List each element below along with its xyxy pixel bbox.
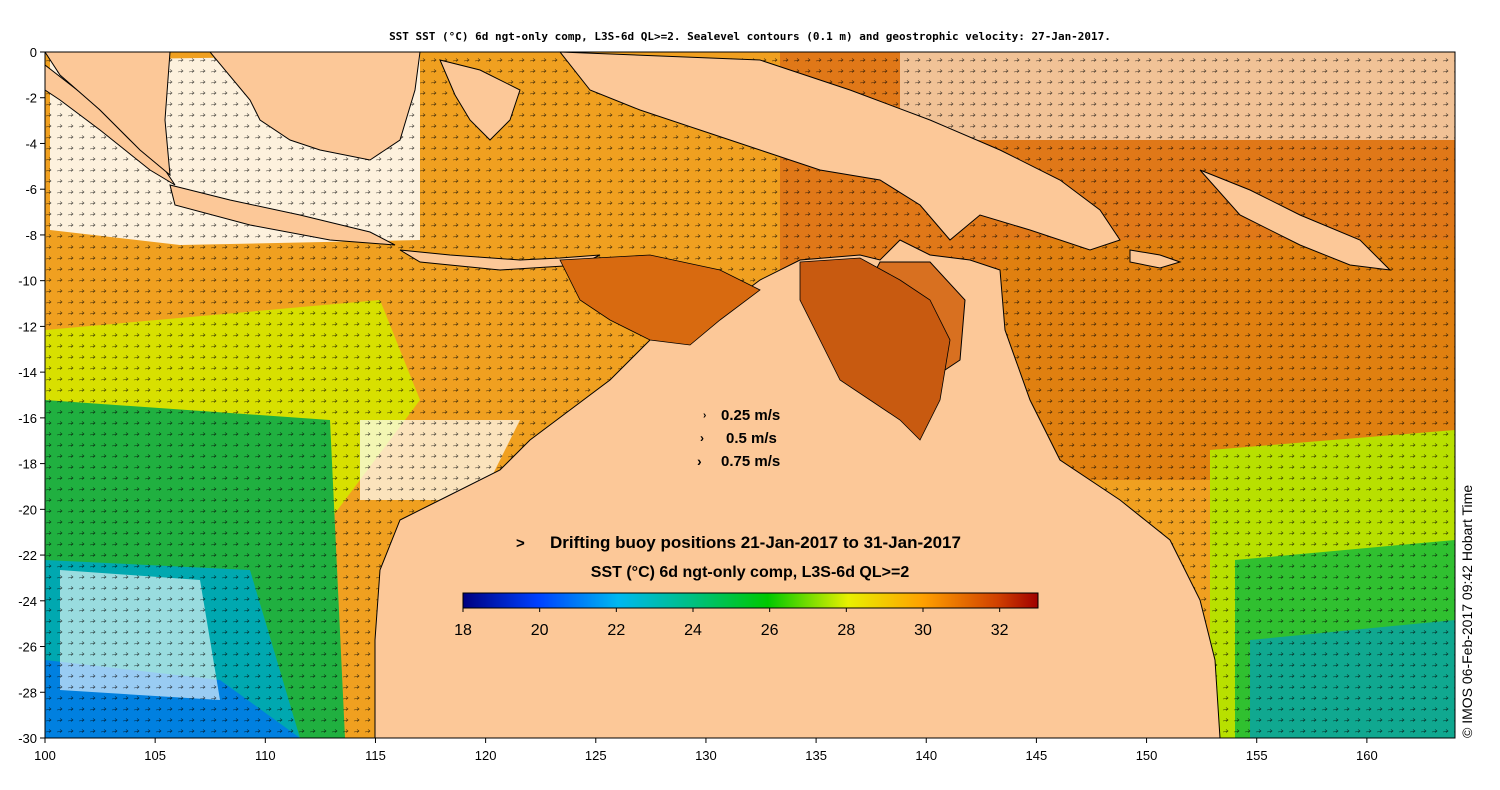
- lat-tick-label: -10: [18, 274, 37, 289]
- colorbar-tick-label: 22: [607, 622, 625, 639]
- map-frame: [44, 51, 1456, 739]
- velocity-arrow-3: ›: [697, 453, 702, 469]
- lat-tick-label: -20: [18, 502, 37, 517]
- lat-tick-label: -14: [18, 365, 37, 380]
- credit-text: © IMOS 06-Feb-2017 09:42 Hobart Time: [1459, 484, 1475, 738]
- lat-tick-label: -18: [18, 457, 37, 472]
- colorbar-tick-label: 30: [914, 622, 932, 639]
- colorbar-title: SST (°C) 6d ngt-only comp, L3S-6d QL>=2: [591, 564, 910, 581]
- lon-tick-label: 125: [585, 748, 607, 763]
- lat-tick-label: -24: [18, 594, 37, 609]
- velocity-arrow-1: ›: [703, 410, 706, 421]
- lon-tick-label: 135: [805, 748, 827, 763]
- velocity-label-3: 0.75 m/s: [721, 453, 780, 470]
- colorbar-tick-label: 18: [454, 622, 472, 639]
- lat-tick-label: -2: [25, 91, 37, 106]
- sst-field: [45, 52, 1455, 738]
- latitude-axis: 0 -2 -4 -6 -8 -10 -12 -14 -16 -18 -20 -22 -24 -26 -28 -…: [18, 45, 45, 746]
- lon-tick-label: 145: [1026, 748, 1048, 763]
- lon-tick-label: 155: [1246, 748, 1268, 763]
- lon-tick-label: 100: [34, 748, 56, 763]
- lat-tick-label: -28: [18, 685, 37, 700]
- velocity-arrow-2: ›: [700, 431, 704, 445]
- velocity-label-1: 0.25 m/s: [721, 407, 780, 424]
- lat-tick-label: -16: [18, 411, 37, 426]
- lat-tick-label: -26: [18, 640, 37, 655]
- colorbar-tick-label: 24: [684, 622, 702, 639]
- buoy-legend-label: Drifting buoy positions 21-Jan-2017 to 3…: [550, 533, 961, 552]
- colorbar-tick-label: 28: [837, 622, 855, 639]
- colorbar-tick-label: 26: [761, 622, 779, 639]
- longitude-axis: 100 105 110 115 120 125 130 135 140 145 150 155 160: [34, 738, 1378, 763]
- lat-tick-label: -6: [25, 182, 37, 197]
- lat-tick-label: -4: [25, 136, 37, 151]
- lat-tick-label: -30: [18, 731, 37, 746]
- colorbar-ticks: 18 20 22 24 26 28 30 32: [454, 608, 1009, 639]
- colorbar-tick-label: 32: [991, 622, 1009, 639]
- lon-tick-label: 130: [695, 748, 717, 763]
- lon-tick-label: 105: [144, 748, 166, 763]
- map-title: SST SST (°C) 6d ngt-only comp, L3S-6d QL…: [389, 30, 1111, 43]
- colorbar: [462, 592, 1039, 609]
- colorbar-tick-label: 20: [531, 622, 549, 639]
- velocity-label-2: 0.5 m/s: [726, 430, 777, 447]
- lon-tick-label: 120: [475, 748, 497, 763]
- lon-tick-label: 110: [255, 748, 276, 763]
- lon-tick-label: 160: [1356, 748, 1378, 763]
- lat-tick-label: -22: [18, 548, 37, 563]
- velocity-legend: › 0.25 m/s › 0.5 m/s › 0.75 m/s: [697, 407, 780, 470]
- lon-tick-label: 115: [365, 748, 386, 763]
- lat-tick-label: -8: [25, 228, 37, 243]
- lon-tick-label: 140: [915, 748, 937, 763]
- lat-tick-label: -12: [18, 319, 37, 334]
- buoy-symbol: >: [516, 535, 525, 552]
- lon-tick-label: 150: [1136, 748, 1158, 763]
- lat-tick-label: 0: [30, 45, 37, 60]
